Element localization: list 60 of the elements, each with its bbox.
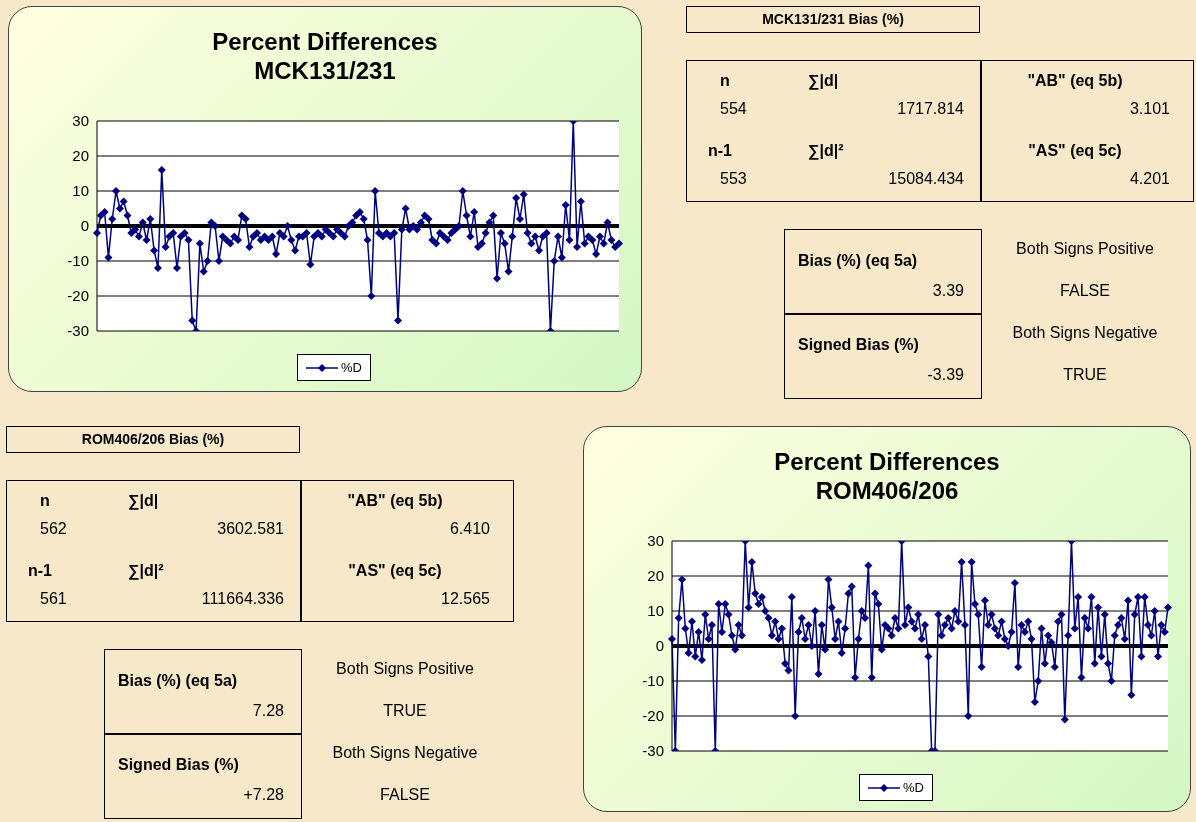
text: Both Signs Negative (332, 744, 478, 761)
text: Bias (%) (eq 5a) (118, 672, 238, 689)
y-tick-label: -10 (67, 252, 89, 270)
text: "AS" (eq 5c) (348, 562, 442, 579)
y-tick-label: -20 (67, 287, 89, 305)
y-tick-label: 20 (72, 147, 89, 165)
text: 15084.434 (888, 170, 964, 187)
text: 3.39 (932, 282, 964, 299)
y-tick-label: -30 (67, 322, 89, 340)
y-tick-label: 30 (72, 112, 89, 130)
text: 553 (720, 170, 747, 187)
legend-label: %D (341, 360, 362, 375)
text: 7.28 (252, 702, 284, 719)
text: FALSE (380, 786, 430, 803)
text: MCK131/231 Bias (%) (686, 6, 980, 33)
text: n (720, 72, 730, 89)
text: n-1 (708, 142, 732, 159)
text: ROM406/206 Bias (%) (6, 426, 300, 453)
text: +7.28 (243, 786, 284, 803)
y-tick-label: 30 (647, 532, 664, 550)
text: 1717.814 (897, 100, 964, 117)
text: FALSE (1060, 282, 1110, 299)
text: Both Signs Positive (336, 660, 474, 677)
text: 12.565 (441, 590, 490, 607)
text: TRUE (383, 702, 427, 719)
text: "AB" (eq 5b) (347, 492, 443, 509)
text: ∑|d|² (128, 562, 164, 579)
y-tick-label: 0 (655, 637, 664, 655)
chart-title: Percent Differences MCK131/231 (211, 27, 439, 85)
text: Signed Bias (%) (118, 756, 239, 773)
y-tick-label: 10 (647, 602, 664, 620)
text: 554 (720, 100, 747, 117)
text: n (40, 492, 50, 509)
y-tick-label: 10 (72, 182, 89, 200)
text: Both Signs Negative (1012, 324, 1158, 341)
text: 561 (40, 590, 67, 607)
text: 3602.581 (217, 520, 284, 537)
text: -3.39 (927, 366, 964, 383)
text: 6.410 (449, 520, 490, 537)
text: 3.101 (1129, 100, 1170, 117)
text: n-1 (28, 562, 52, 579)
text: TRUE (1063, 366, 1107, 383)
text: 4.201 (1129, 170, 1170, 187)
chart-title: Percent Differences ROM406/206 (773, 447, 1001, 505)
y-tick-label: -30 (642, 742, 664, 760)
text: 111664.336 (201, 590, 284, 607)
legend-label: %D (903, 780, 924, 795)
text: "AS" (eq 5c) (1028, 142, 1122, 159)
y-tick-label: -20 (642, 707, 664, 725)
text: 562 (40, 520, 67, 537)
text: ∑|d| (128, 492, 159, 509)
text: Signed Bias (%) (798, 336, 919, 353)
y-tick-label: 0 (80, 217, 89, 235)
y-tick-label: 20 (647, 567, 664, 585)
text: Both Signs Positive (1016, 240, 1154, 257)
text: ∑|d|² (808, 142, 844, 159)
text: "AB" (eq 5b) (1027, 72, 1123, 89)
y-tick-label: -10 (642, 672, 664, 690)
text: Bias (%) (eq 5a) (798, 252, 918, 269)
text: ∑|d| (808, 72, 839, 89)
